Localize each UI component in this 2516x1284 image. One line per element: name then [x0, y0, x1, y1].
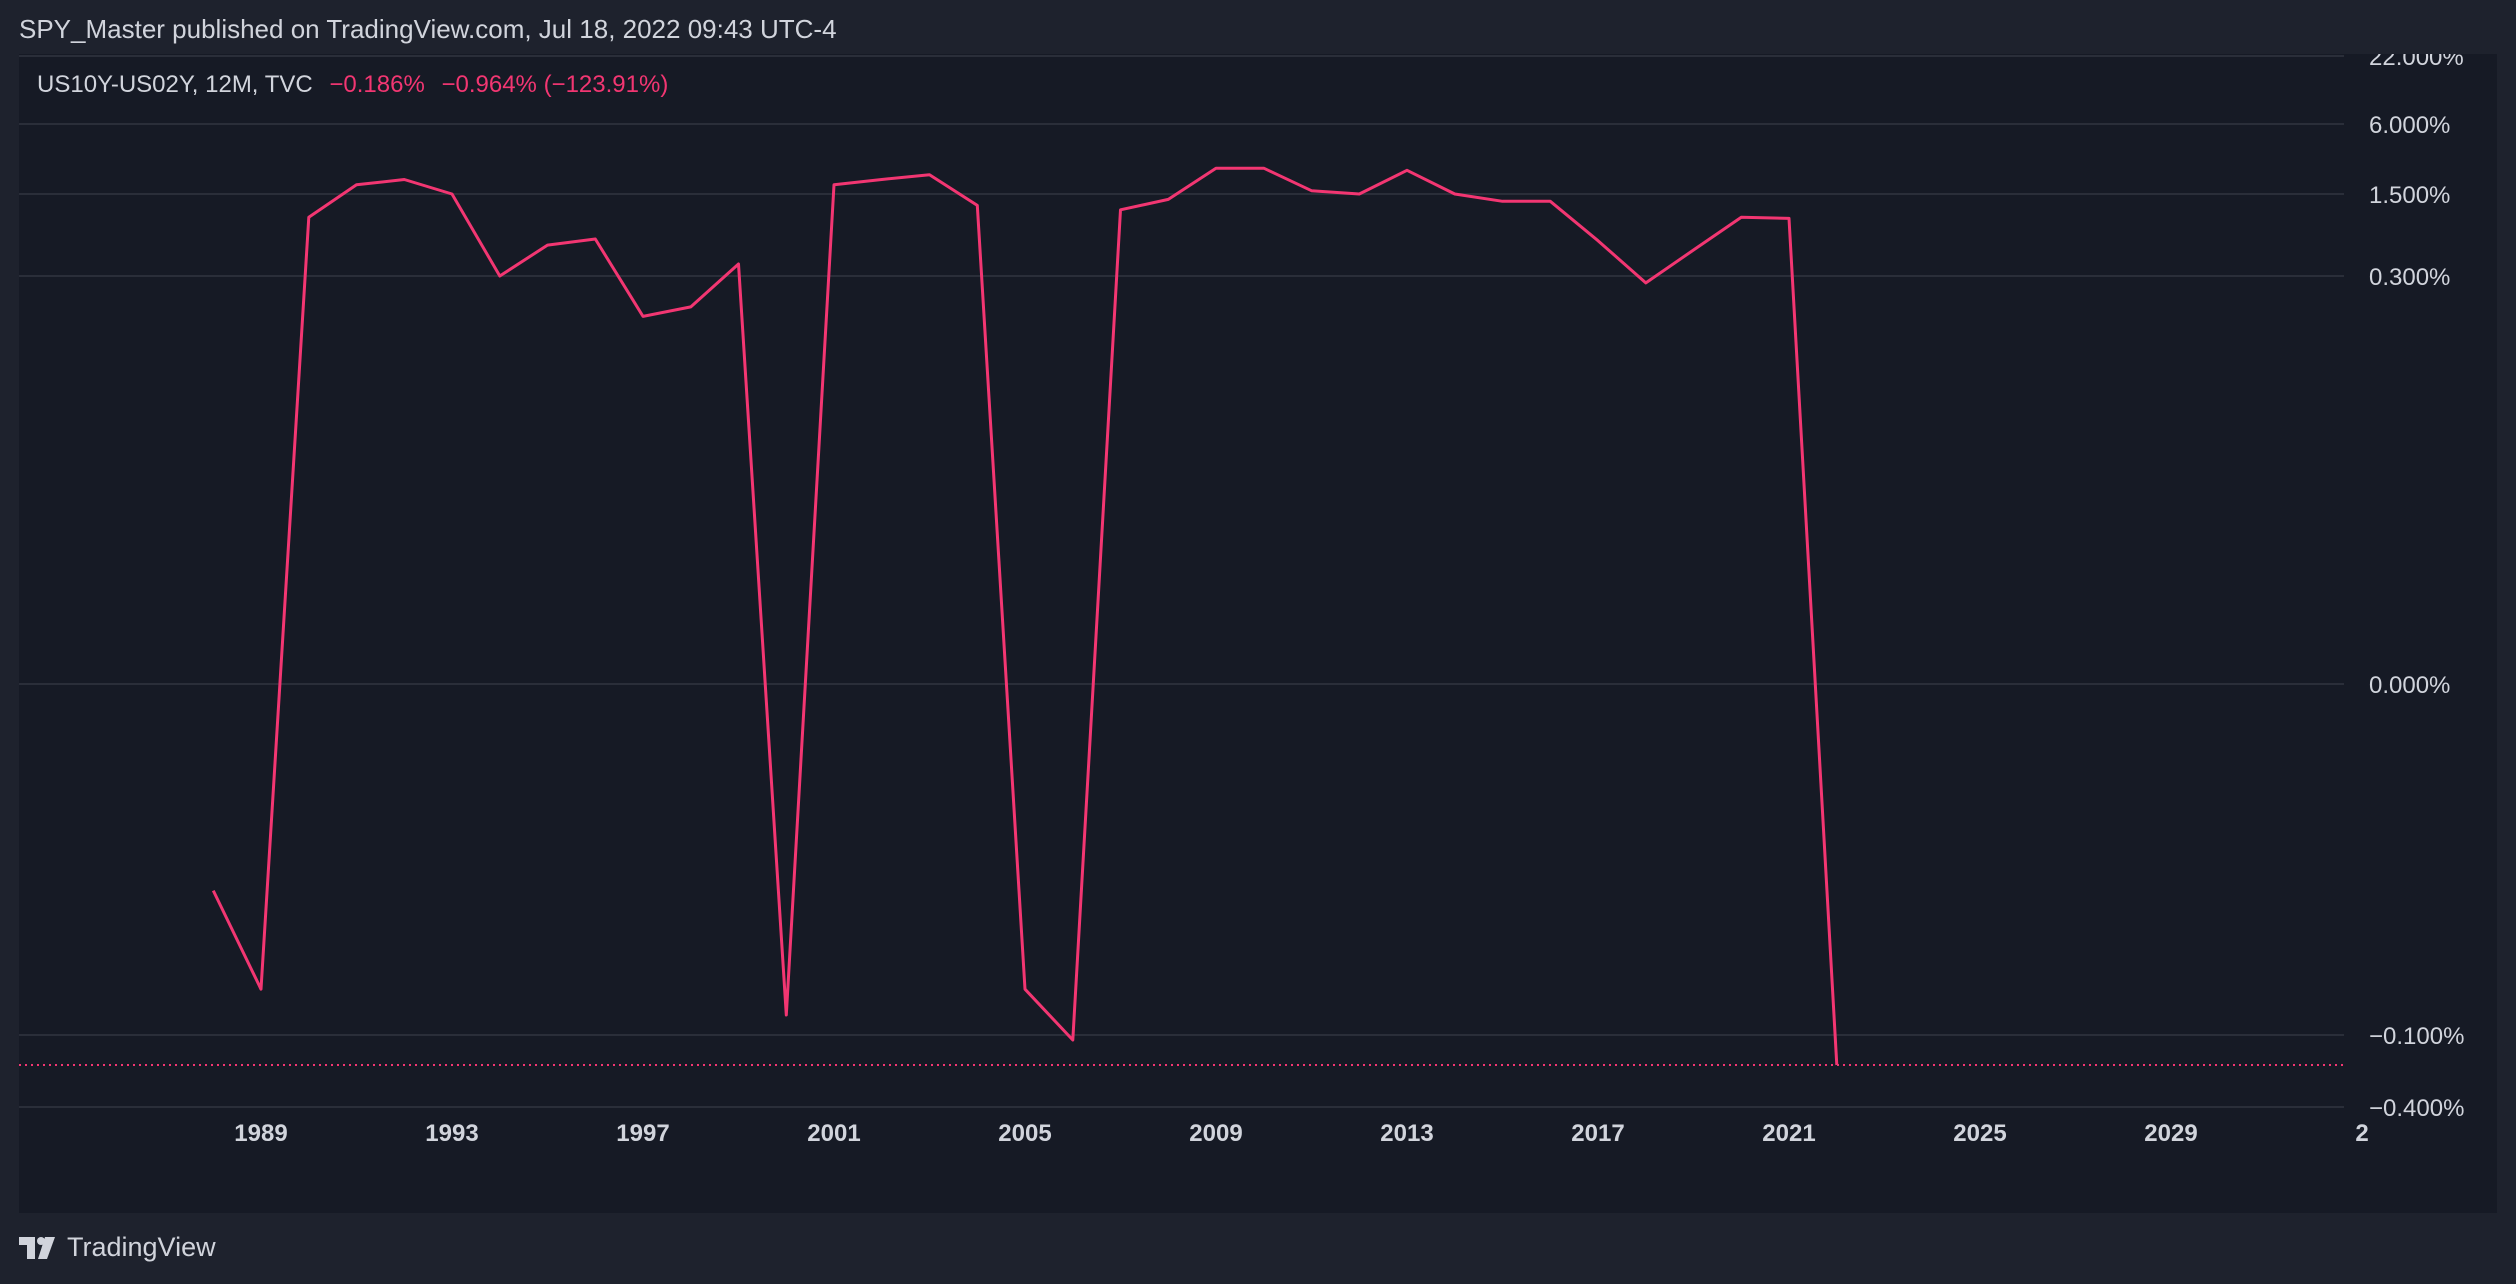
- data-point[interactable]: [401, 177, 407, 183]
- data-point[interactable]: [1500, 198, 1506, 204]
- data-point[interactable]: [927, 172, 933, 178]
- grid-lines: [19, 55, 2344, 1108]
- y-tick-label: 0.300%: [2369, 264, 2450, 291]
- data-point[interactable]: [1118, 207, 1124, 213]
- data-point[interactable]: [1452, 191, 1458, 197]
- data-point[interactable]: [831, 182, 837, 188]
- data-point[interactable]: [879, 177, 885, 183]
- data-point[interactable]: [1261, 165, 1267, 171]
- data-point[interactable]: [1404, 167, 1410, 173]
- x-tick-label: 2: [2355, 1120, 2368, 1147]
- data-point[interactable]: [1022, 986, 1028, 992]
- chart-legend: US10Y-US02Y, 12M, TVC −0.186% −0.964% (−…: [37, 71, 668, 99]
- series-group: [210, 165, 1840, 1068]
- data-point[interactable]: [1070, 1037, 1076, 1043]
- legend-change: −0.964% (−123.91%): [441, 71, 669, 98]
- x-tick-label: 2029: [2144, 1120, 2197, 1147]
- data-point[interactable]: [1165, 196, 1171, 202]
- y-tick-label: −0.100%: [2369, 1023, 2464, 1050]
- data-point[interactable]: [1786, 215, 1792, 221]
- y-axis: 22.000% 6.000% 1.500% 0.300% 0.000% −0.100% −0…: [2369, 54, 2464, 1122]
- data-point[interactable]: [1547, 198, 1553, 204]
- legend-symbol[interactable]: US10Y-US02Y, 12M, TVC: [37, 71, 313, 98]
- data-point[interactable]: [1213, 165, 1219, 171]
- x-tick-label: 2001: [807, 1120, 860, 1147]
- y-tick-label: 6.000%: [2369, 112, 2450, 139]
- x-tick-label: 2017: [1571, 1120, 1624, 1147]
- data-point[interactable]: [1738, 214, 1744, 220]
- y-tick-label: −0.400%: [2369, 1095, 2464, 1122]
- data-point[interactable]: [688, 304, 694, 310]
- x-axis: 1989 1993 1997 2001 2005 2009 2013 2017 2021 2025…: [234, 1120, 2368, 1147]
- data-point[interactable]: [1834, 1062, 1840, 1068]
- data-point[interactable]: [1309, 188, 1315, 194]
- data-point[interactable]: [974, 202, 980, 208]
- x-tick-label: 1989: [234, 1120, 287, 1147]
- y-tick-label: 22.000%: [2369, 54, 2464, 71]
- legend-last-value: −0.186%: [329, 71, 425, 98]
- chart-svg[interactable]: 22.000% 6.000% 1.500% 0.300% 0.000% −0.100% −0…: [19, 54, 2497, 1213]
- brand-name: TradingView: [67, 1232, 216, 1262]
- y-tick-label: 0.000%: [2369, 672, 2450, 699]
- data-point[interactable]: [1356, 191, 1362, 197]
- x-tick-label: 2005: [998, 1120, 1051, 1147]
- data-point[interactable]: [545, 242, 551, 248]
- data-point[interactable]: [306, 214, 312, 220]
- tradingview-logo-icon: [19, 1236, 55, 1259]
- x-tick-label: 2021: [1762, 1120, 1815, 1147]
- publisher-caption: SPY_Master published on TradingView.com,…: [19, 14, 837, 44]
- y-tick-label: 1.500%: [2369, 182, 2450, 209]
- data-point[interactable]: [1595, 238, 1601, 244]
- data-point[interactable]: [258, 986, 264, 992]
- x-tick-label: 1993: [425, 1120, 478, 1147]
- series-line[interactable]: [211, 166, 1839, 1066]
- data-point[interactable]: [640, 313, 646, 319]
- data-point[interactable]: [736, 261, 742, 267]
- data-point[interactable]: [783, 1012, 789, 1018]
- data-point[interactable]: [1691, 247, 1697, 253]
- data-point[interactable]: [497, 273, 503, 279]
- chart-pane[interactable]: 22.000% 6.000% 1.500% 0.300% 0.000% −0.100% −0…: [19, 54, 2497, 1213]
- data-point[interactable]: [592, 236, 598, 242]
- data-point[interactable]: [354, 182, 360, 188]
- x-tick-label: 2013: [1380, 1120, 1433, 1147]
- data-point[interactable]: [1643, 280, 1649, 286]
- tradingview-logo[interactable]: TradingView: [19, 1232, 216, 1263]
- data-point[interactable]: [449, 191, 455, 197]
- data-point[interactable]: [210, 888, 216, 894]
- x-tick-label: 2025: [1953, 1120, 2006, 1147]
- x-tick-label: 2009: [1189, 1120, 1242, 1147]
- x-tick-label: 1997: [616, 1120, 669, 1147]
